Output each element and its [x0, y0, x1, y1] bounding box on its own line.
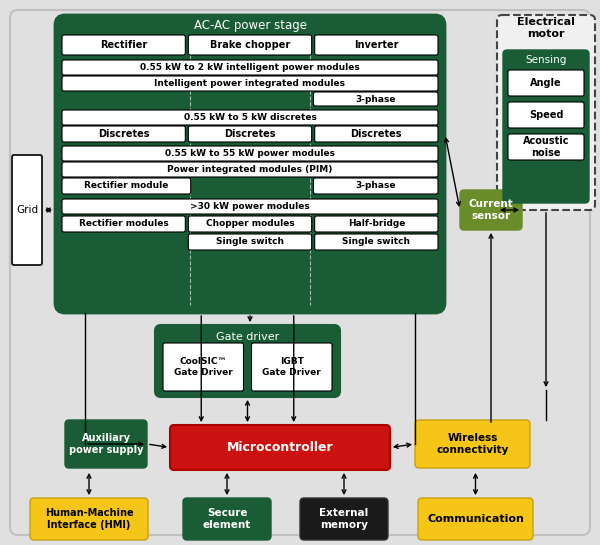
FancyBboxPatch shape [62, 126, 185, 142]
FancyBboxPatch shape [12, 155, 42, 265]
Text: Intelligent power integrated modules: Intelligent power integrated modules [155, 79, 346, 88]
FancyBboxPatch shape [62, 76, 438, 91]
Text: Single switch: Single switch [343, 238, 410, 246]
Text: 0.55 kW to 55 kW power modules: 0.55 kW to 55 kW power modules [165, 149, 335, 158]
FancyBboxPatch shape [508, 70, 584, 96]
Text: Chopper modules: Chopper modules [206, 220, 295, 228]
Text: Wireless
connectivity: Wireless connectivity [436, 433, 509, 455]
FancyBboxPatch shape [314, 216, 438, 232]
Text: Communication: Communication [427, 514, 524, 524]
FancyBboxPatch shape [170, 425, 390, 470]
Text: Single switch: Single switch [216, 238, 284, 246]
Text: Discretes: Discretes [98, 129, 149, 139]
Text: Half-bridge: Half-bridge [347, 220, 405, 228]
FancyBboxPatch shape [55, 15, 445, 313]
Text: Speed: Speed [529, 110, 563, 120]
Text: 3-phase: 3-phase [355, 181, 396, 191]
FancyBboxPatch shape [314, 126, 438, 142]
FancyBboxPatch shape [62, 216, 185, 232]
FancyBboxPatch shape [62, 199, 438, 214]
Text: Microcontroller: Microcontroller [227, 441, 334, 454]
FancyBboxPatch shape [188, 126, 311, 142]
Text: Rectifier: Rectifier [100, 40, 147, 50]
FancyBboxPatch shape [314, 234, 438, 250]
FancyBboxPatch shape [508, 102, 584, 128]
FancyBboxPatch shape [418, 498, 533, 540]
FancyBboxPatch shape [508, 134, 584, 160]
Text: Acoustic
noise: Acoustic noise [523, 136, 569, 158]
FancyBboxPatch shape [62, 178, 191, 194]
Text: Brake chopper: Brake chopper [210, 40, 290, 50]
Text: Gate driver: Gate driver [216, 332, 279, 342]
Text: Rectifier modules: Rectifier modules [79, 220, 169, 228]
Text: External
memory: External memory [319, 508, 368, 530]
FancyBboxPatch shape [314, 35, 438, 55]
FancyBboxPatch shape [30, 498, 148, 540]
FancyBboxPatch shape [62, 110, 438, 125]
FancyBboxPatch shape [460, 190, 522, 230]
Text: Sensing: Sensing [526, 55, 566, 65]
FancyBboxPatch shape [415, 420, 530, 468]
Text: CoolSIC™
Gate Driver: CoolSIC™ Gate Driver [174, 357, 233, 377]
FancyBboxPatch shape [62, 162, 438, 177]
FancyBboxPatch shape [62, 146, 438, 161]
FancyBboxPatch shape [188, 35, 311, 55]
Text: Discretes: Discretes [350, 129, 402, 139]
FancyBboxPatch shape [251, 343, 332, 391]
FancyBboxPatch shape [183, 498, 271, 540]
Text: Current
sensor: Current sensor [469, 199, 514, 221]
FancyBboxPatch shape [300, 498, 388, 540]
Text: Rectifier module: Rectifier module [84, 181, 169, 191]
Text: 0.55 kW to 5 kW discretes: 0.55 kW to 5 kW discretes [184, 113, 316, 122]
Text: Power integrated modules (PIM): Power integrated modules (PIM) [167, 165, 332, 174]
Text: 3-phase: 3-phase [355, 94, 396, 104]
Text: Inverter: Inverter [354, 40, 398, 50]
Text: Secure
element: Secure element [203, 508, 251, 530]
Text: 0.55 kW to 2 kW intelligent power modules: 0.55 kW to 2 kW intelligent power module… [140, 63, 360, 72]
Text: Human-Machine
Interface (HMI): Human-Machine Interface (HMI) [44, 508, 133, 530]
Text: Grid: Grid [16, 205, 38, 215]
FancyBboxPatch shape [62, 35, 185, 55]
FancyBboxPatch shape [62, 60, 438, 75]
FancyBboxPatch shape [188, 216, 311, 232]
FancyBboxPatch shape [313, 178, 438, 194]
FancyBboxPatch shape [155, 325, 340, 397]
Text: AC-AC power stage: AC-AC power stage [193, 19, 307, 32]
Text: IGBT
Gate Driver: IGBT Gate Driver [262, 357, 321, 377]
Text: Discretes: Discretes [224, 129, 276, 139]
FancyBboxPatch shape [503, 50, 589, 203]
Text: Auxiliary
power supply: Auxiliary power supply [69, 433, 143, 455]
Text: >30 kW power modules: >30 kW power modules [190, 202, 310, 211]
FancyBboxPatch shape [10, 10, 590, 535]
FancyBboxPatch shape [497, 15, 595, 210]
FancyBboxPatch shape [188, 234, 311, 250]
FancyBboxPatch shape [163, 343, 244, 391]
FancyBboxPatch shape [313, 92, 438, 106]
Text: Electrical
motor: Electrical motor [517, 17, 575, 39]
Text: Angle: Angle [530, 78, 562, 88]
FancyBboxPatch shape [65, 420, 147, 468]
